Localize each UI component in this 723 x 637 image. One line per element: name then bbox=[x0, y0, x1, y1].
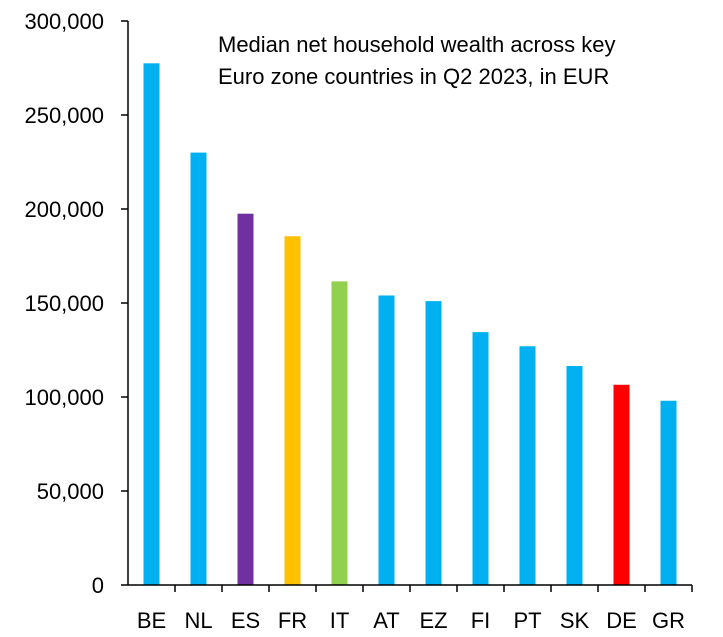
x-category-label-gr: GR bbox=[652, 608, 685, 633]
x-category-label-pt: PT bbox=[513, 608, 541, 633]
x-category-label-fi: FI bbox=[471, 608, 491, 633]
x-axis-ticks bbox=[174, 585, 693, 592]
x-category-label-fr: FR bbox=[278, 608, 307, 633]
bar-pt bbox=[519, 346, 536, 585]
y-tick-label: 0 bbox=[92, 573, 104, 598]
bar-es bbox=[237, 213, 254, 585]
bar-ez bbox=[425, 301, 442, 585]
x-category-label-it: IT bbox=[330, 608, 350, 633]
y-tick-label: 100,000 bbox=[24, 385, 104, 410]
bar-de bbox=[613, 384, 630, 585]
x-category-label-sk: SK bbox=[560, 608, 590, 633]
x-category-label-at: AT bbox=[373, 608, 399, 633]
y-tick-label: 50,000 bbox=[37, 479, 104, 504]
x-category-label-ez: EZ bbox=[419, 608, 447, 633]
x-category-label-de: DE bbox=[606, 608, 637, 633]
x-category-label-nl: NL bbox=[184, 608, 212, 633]
y-tick-label: 200,000 bbox=[24, 197, 104, 222]
y-tick-label: 150,000 bbox=[24, 291, 104, 316]
x-category-label-es: ES bbox=[231, 608, 260, 633]
y-axis-ticks bbox=[121, 20, 128, 586]
y-axis-tick-labels: 0 50,000 100,000 150,000 200,000 250,000 300,0… bbox=[24, 9, 104, 598]
bar-gr bbox=[660, 400, 677, 585]
bar-fi bbox=[472, 332, 489, 585]
chart-title-line-1: Median net household wealth across key bbox=[218, 32, 615, 57]
y-tick-label: 300,000 bbox=[24, 9, 104, 34]
x-category-label-be: BE bbox=[137, 608, 166, 633]
bars bbox=[143, 63, 677, 586]
chart-title-line-2: Euro zone countries in Q2 2023, in EUR bbox=[218, 64, 609, 89]
y-tick-label: 250,000 bbox=[24, 103, 104, 128]
x-axis-category-labels: BE NL ES FR IT AT EZ FI PT SK DE GR bbox=[137, 608, 685, 633]
bar-it bbox=[331, 281, 348, 585]
bar-fr bbox=[284, 236, 301, 585]
bar-nl bbox=[190, 152, 207, 585]
chart-title: Median net household wealth across key E… bbox=[218, 32, 615, 89]
bar-sk bbox=[566, 365, 583, 585]
bar-at bbox=[378, 295, 395, 585]
bar-be bbox=[143, 63, 160, 586]
